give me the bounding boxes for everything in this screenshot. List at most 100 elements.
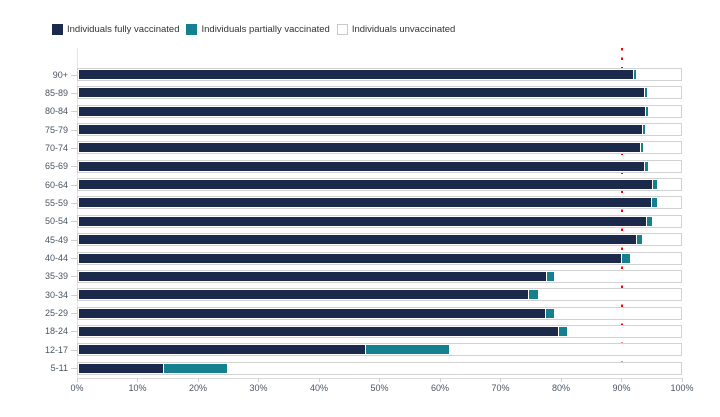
y-tick-mark xyxy=(71,258,77,259)
bar-segment-fully-30-34 xyxy=(79,290,528,300)
bar-segment-unvaccinated-35-39 xyxy=(554,271,680,281)
bar-segment-unvaccinated-55-59 xyxy=(656,198,680,208)
x-axis-label-80%: 80% xyxy=(551,383,570,393)
legend-swatch-icon xyxy=(186,24,198,35)
legend-label: Individuals fully vaccinated xyxy=(67,24,180,35)
legend-swatch-icon xyxy=(52,24,63,35)
x-axis-label-60%: 60% xyxy=(430,383,449,393)
y-tick-mark xyxy=(71,92,77,94)
y-tick-mark xyxy=(71,349,77,351)
bar-segment-fully-25-29 xyxy=(79,308,545,318)
bar-row-5-11 xyxy=(77,361,682,375)
bar-segment-unvaccinated-5-11 xyxy=(226,363,680,373)
bar-segment-partially-85-89 xyxy=(643,88,647,98)
x-axis-label-40%: 40% xyxy=(309,383,328,393)
x-tick-mark xyxy=(379,378,380,382)
bar-segment-partially-75-79 xyxy=(641,125,645,135)
bar-segment-fully-75-79 xyxy=(79,125,642,135)
y-tick-mark xyxy=(71,147,77,149)
bar-segment-partially-70-74 xyxy=(640,143,644,153)
bar-segment-fully-40-44 xyxy=(79,253,622,263)
x-axis-label-10%: 10% xyxy=(128,383,147,393)
reference-line-90pct xyxy=(620,48,623,376)
y-axis-label-40-44: 40-44 xyxy=(44,253,68,263)
legend-item-1: Individuals fully vaccinated xyxy=(52,24,179,35)
y-tick-mark xyxy=(71,129,77,131)
bar-segment-unvaccinated-40-44 xyxy=(630,253,680,263)
y-axis-label-35-39: 35-39 xyxy=(44,271,68,282)
y-axis-label-12-17: 12-17 xyxy=(44,344,68,355)
bar-segment-partially-12-17 xyxy=(365,345,449,355)
x-tick-mark xyxy=(137,378,138,382)
bar-segment-fully-80-84 xyxy=(79,106,646,116)
bar-segment-partially-35-39 xyxy=(545,271,555,281)
bar-row-45-49 xyxy=(77,233,682,247)
bar-segment-partially-40-44 xyxy=(621,253,631,263)
x-axis-label-70%: 70% xyxy=(491,383,510,393)
bar-segment-fully-45-49 xyxy=(79,235,636,245)
x-tick-mark xyxy=(681,378,683,382)
bar-segment-unvaccinated-60-64 xyxy=(657,180,680,190)
y-axis-label-65-69: 65-69 xyxy=(44,161,68,172)
bar-row-55-59 xyxy=(77,196,682,210)
bar-segment-fully-12-17 xyxy=(79,345,366,355)
y-tick-mark xyxy=(71,74,77,76)
x-tick-mark xyxy=(621,378,622,382)
y-axis-label-60-64: 60-64 xyxy=(44,179,68,190)
bar-segment-partially-45-49 xyxy=(635,235,642,245)
bar-segment-fully-60-64 xyxy=(79,180,653,190)
bar-segment-unvaccinated-50-54 xyxy=(652,216,680,226)
bar-segment-partially-5-11 xyxy=(162,363,227,373)
y-tick-mark xyxy=(71,202,77,204)
bar-segment-fully-35-39 xyxy=(79,271,546,281)
x-axis-label-90%: 90% xyxy=(612,383,631,393)
x-tick-mark xyxy=(76,378,78,382)
y-tick-mark xyxy=(71,111,77,113)
y-axis-label-85-89: 85-89 xyxy=(44,87,68,98)
y-axis-label-90+: 90+ xyxy=(52,69,68,80)
legend-item-3: Individuals unvaccinated xyxy=(336,24,455,35)
bar-segment-fully-55-59 xyxy=(79,198,652,208)
bar-row-90+ xyxy=(77,68,682,81)
bar-row-18-24 xyxy=(77,324,682,338)
x-tick-mark xyxy=(318,378,320,382)
bar-segment-unvaccinated-85-89 xyxy=(646,88,680,98)
x-tick-mark xyxy=(258,378,259,382)
y-axis-label-18-24: 18-24 xyxy=(44,326,68,337)
bar-segment-fully-5-11 xyxy=(79,363,163,373)
bar-segment-partially-90+ xyxy=(633,70,637,79)
x-axis-label-0%: 0% xyxy=(70,383,84,393)
y-tick-mark xyxy=(71,313,77,315)
y-axis-label-45-49: 45-49 xyxy=(44,234,68,245)
y-axis-label-55-59: 55-59 xyxy=(44,197,68,208)
bar-segment-partially-25-29 xyxy=(544,308,554,318)
bar-segment-fully-65-69 xyxy=(79,161,644,171)
bar-segment-fully-70-74 xyxy=(79,143,641,153)
x-axis-label-20%: 20% xyxy=(188,383,207,393)
bar-segment-partially-60-64 xyxy=(652,180,658,190)
y-axis-label-80-84: 80-84 xyxy=(44,106,68,117)
y-tick-mark xyxy=(71,166,77,168)
bar-segment-unvaccinated-80-84 xyxy=(648,106,680,116)
bar-row-30-34 xyxy=(77,288,682,302)
bar-segment-partially-30-34 xyxy=(527,290,538,300)
x-tick-mark xyxy=(560,378,562,382)
y-tick-mark xyxy=(71,184,77,186)
y-tick-mark xyxy=(71,221,77,223)
y-tick-mark xyxy=(71,276,77,278)
bar-segment-unvaccinated-18-24 xyxy=(566,326,680,336)
x-tick-mark xyxy=(439,378,441,382)
bar-segment-unvaccinated-45-49 xyxy=(641,235,680,245)
bar-row-35-39 xyxy=(77,269,682,283)
bar-row-25-29 xyxy=(77,306,682,320)
bar-segment-unvaccinated-12-17 xyxy=(448,345,680,355)
bar-segment-unvaccinated-75-79 xyxy=(644,125,680,135)
y-axis-label-50-54: 50-54 xyxy=(44,216,68,227)
bar-segment-fully-90+ xyxy=(79,70,634,79)
bar-row-85-89 xyxy=(77,86,682,100)
legend-swatch-icon xyxy=(336,24,348,35)
bar-row-80-84 xyxy=(77,104,682,118)
bar-row-70-74 xyxy=(77,141,682,155)
bar-segment-partially-80-84 xyxy=(645,106,649,116)
bar-segment-unvaccinated-90+ xyxy=(636,70,680,79)
